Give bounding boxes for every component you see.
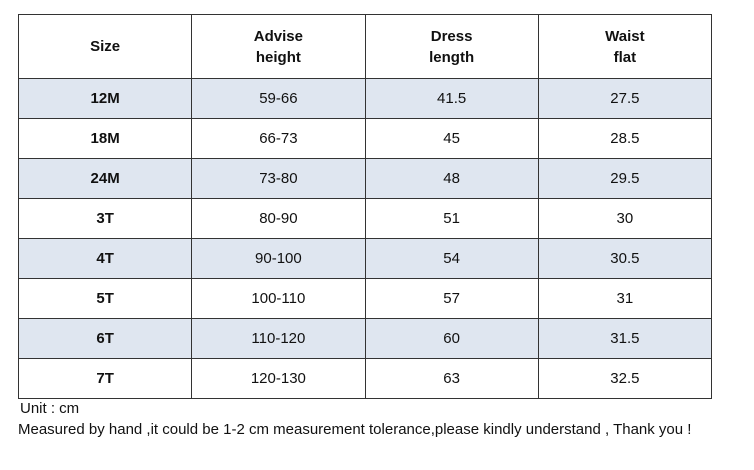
- value-cell: 27.5: [537, 78, 713, 119]
- value-cell: 30: [537, 198, 713, 239]
- table-row: 24M 73-80 48 29.5: [17, 158, 713, 199]
- tolerance-note: Measured by hand ,it could be 1-2 cm mea…: [18, 421, 692, 438]
- unit-note: Unit : cm: [20, 400, 80, 417]
- value-cell: 100-110: [191, 278, 366, 319]
- header-text: length: [429, 48, 475, 66]
- size-cell: 12M: [17, 78, 193, 119]
- value-cell: 31.5: [537, 318, 713, 359]
- header-cell: Dress length: [364, 14, 539, 79]
- header-cell: Advise height: [191, 14, 366, 79]
- table-row: 3T 80-90 51 30: [17, 198, 713, 239]
- size-cell: 6T: [17, 318, 193, 359]
- header-text: Dress: [430, 27, 473, 45]
- table-row: 5T 100-110 57 31: [17, 278, 713, 319]
- table-body: 12M 59-66 41.5 27.5 18M 66-73 45 28.5 24M 73-80 48…: [17, 78, 713, 399]
- header-text: Waist: [605, 27, 645, 45]
- value-cell: 63: [364, 358, 539, 399]
- header-text: flat: [613, 48, 637, 66]
- value-cell: 45: [364, 118, 539, 159]
- size-cell: 3T: [17, 198, 193, 239]
- size-cell: 24M: [17, 158, 193, 199]
- table-row: 4T 90-100 54 30.5: [17, 238, 713, 279]
- value-cell: 48: [364, 158, 539, 199]
- value-cell: 57: [364, 278, 539, 319]
- value-cell: 31: [537, 278, 713, 319]
- header-cell: Waist flat: [537, 14, 713, 79]
- header-text: height: [255, 48, 301, 66]
- size-cell: 18M: [17, 118, 193, 159]
- table-row: 7T 120-130 63 32.5: [17, 358, 713, 399]
- header-row: Size Advise height Dress length Waist flat: [17, 14, 713, 79]
- value-cell: 59-66: [191, 78, 366, 119]
- value-cell: 66-73: [191, 118, 366, 159]
- value-cell: 60: [364, 318, 539, 359]
- value-cell: 54: [364, 238, 539, 279]
- header-text: Size: [90, 38, 121, 55]
- value-cell: 110-120: [191, 318, 366, 359]
- header-text: Advise: [253, 27, 303, 45]
- value-cell: 32.5: [537, 358, 713, 399]
- table-row: 12M 59-66 41.5 27.5: [17, 78, 713, 119]
- value-cell: 73-80: [191, 158, 366, 199]
- table-row: 6T 110-120 60 31.5: [17, 318, 713, 359]
- value-cell: 41.5: [364, 78, 539, 119]
- size-table: Size Advise height Dress length Waist flat 12M…: [17, 14, 713, 399]
- table-row: 18M 66-73 45 28.5: [17, 118, 713, 159]
- value-cell: 28.5: [537, 118, 713, 159]
- table-header: Size Advise height Dress length Waist flat: [17, 14, 713, 79]
- value-cell: 80-90: [191, 198, 366, 239]
- value-cell: 51: [364, 198, 539, 239]
- value-cell: 30.5: [537, 238, 713, 279]
- header-cell: Size: [17, 14, 193, 79]
- size-cell: 5T: [17, 278, 193, 319]
- value-cell: 90-100: [191, 238, 366, 279]
- size-cell: 4T: [17, 238, 193, 279]
- value-cell: 120-130: [191, 358, 366, 399]
- size-cell: 7T: [17, 358, 193, 399]
- value-cell: 29.5: [537, 158, 713, 199]
